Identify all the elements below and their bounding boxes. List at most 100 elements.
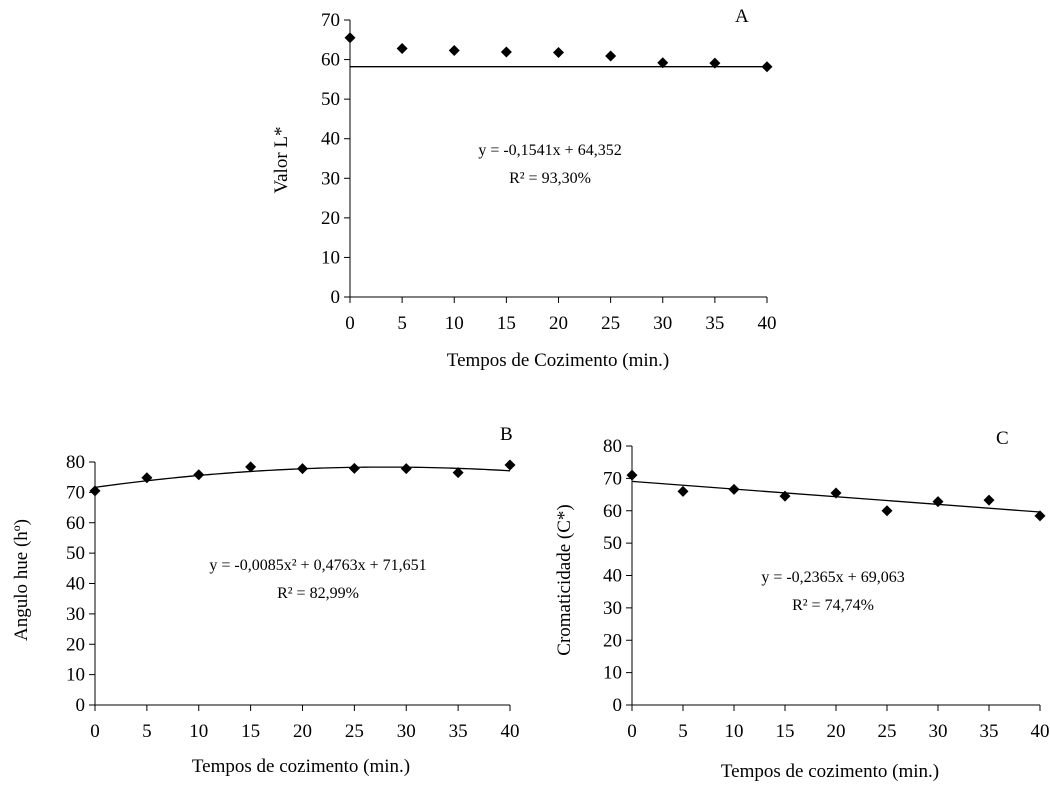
data-point [626,469,638,481]
data-points [89,459,516,497]
x-tick-labels: 0 5 10 15 20 25 30 35 40 [345,313,776,334]
regression-equation: y = -0,2365x + 69,063 [761,569,904,586]
y-tick-labels: 0 10 20 30 40 50 60 70 80 [66,452,85,716]
tick-marks [626,445,1041,711]
x-tick-label: 0 [627,721,637,742]
y-tick-label: 50 [603,533,622,554]
y-tick-label: 10 [603,663,622,684]
x-axis-title: Tempos de cozimento (min.) [192,756,410,777]
y-tick-label: 30 [321,168,340,189]
y-tick-label: 30 [603,598,622,619]
x-tick-label: 5 [397,313,407,334]
data-point [830,487,842,499]
y-tick-label: 50 [66,543,85,564]
y-tick-label: 30 [66,604,85,625]
y-tick-label: 40 [321,129,340,150]
x-tick-label: 40 [1031,721,1050,742]
x-tick-label: 25 [878,721,897,742]
x-tick-label: 20 [827,721,846,742]
data-point [448,44,460,56]
x-tick-label: 15 [497,313,516,334]
data-point [297,463,308,475]
r-squared-label: R² = 74,74% [792,597,874,614]
chart-panel-a: A 0 5 10 15 20 25 30 35 40 0 10 20 30 40 50 60 70 Tempo… [271,6,777,371]
y-tick-label: 60 [321,50,340,71]
x-tick-label: 0 [345,313,355,334]
data-point [193,469,205,481]
y-tick-label: 20 [603,630,622,651]
y-axis-title: Valor L* [271,126,292,193]
x-tick-label: 35 [449,721,468,742]
y-tick-label: 70 [603,468,622,489]
regression-equation: y = -0,1541x + 64,352 [478,142,621,159]
panel-label-c: C [996,428,1009,449]
x-tick-label: 5 [678,721,688,742]
y-tick-label: 10 [66,665,85,686]
data-point [677,485,689,497]
chart-panel-c: C 0 5 10 15 20 25 30 35 40 0 10 20 30 40 50 60 70 80 Tem… [554,428,1050,782]
x-tick-label: 20 [549,313,568,334]
x-tick-label: 10 [725,721,744,742]
data-point [500,46,512,58]
data-point [504,459,516,471]
x-tick-label: 35 [705,313,724,334]
regression-equation: y = -0,0085x² + 0,4763x + 71,651 [209,557,426,574]
x-tick-labels: 0 5 10 15 20 25 30 35 40 [90,721,519,742]
y-tick-label: 40 [66,574,85,595]
data-point [779,490,791,502]
y-tick-label: 60 [66,513,85,534]
data-point [605,50,617,62]
y-axis-title: Cromaticidade (C*) [554,504,575,655]
x-tick-label: 25 [345,721,364,742]
y-tick-label: 80 [66,452,85,473]
data-point [761,61,773,73]
data-point [400,463,412,475]
data-point [1034,510,1046,522]
data-point [348,462,360,474]
data-points [626,469,1046,522]
x-tick-label: 10 [445,313,464,334]
x-tick-label: 30 [653,313,672,334]
data-point [452,467,464,479]
tick-marks [344,19,768,303]
data-point [728,483,740,495]
x-axis-title: Tempos de Cozimento (min.) [447,350,669,371]
data-point [141,472,153,484]
x-tick-label: 5 [142,721,152,742]
data-point [553,46,564,58]
data-point [932,496,944,508]
panel-label-b: B [500,424,513,445]
y-tick-label: 10 [321,247,340,268]
y-tick-label: 0 [76,695,86,716]
data-point [245,461,257,473]
y-tick-label: 70 [66,482,85,503]
x-tick-label: 20 [293,721,312,742]
y-tick-labels: 0 10 20 30 40 50 60 70 [321,10,340,308]
chart-panel-b: B 0 5 10 15 20 25 30 35 40 0 10 20 30 40 50 60 70 80 Tem… [11,424,520,777]
x-tick-label: 25 [601,313,620,334]
data-point [344,32,356,44]
x-tick-label: 15 [241,721,260,742]
y-tick-label: 60 [603,501,622,522]
data-point [657,57,669,69]
x-tick-label: 30 [929,721,948,742]
x-tick-label: 0 [90,721,100,742]
tick-marks [89,461,511,711]
y-tick-label: 50 [321,89,340,110]
y-axis-title: Angulo hue (hº) [11,519,32,641]
r-squared-label: R² = 82,99% [277,585,359,602]
data-point [396,42,408,54]
data-points [344,32,773,73]
y-tick-label: 20 [66,634,85,655]
x-tick-label: 40 [501,721,520,742]
x-tick-labels: 0 5 10 15 20 25 30 35 40 [627,721,1049,742]
x-tick-label: 15 [776,721,795,742]
data-point [983,494,995,506]
x-axis-title: Tempos de cozimento (min.) [721,761,939,782]
x-tick-label: 10 [189,721,208,742]
r-squared-label: R² = 93,30% [509,170,591,187]
data-point [89,485,101,497]
y-tick-labels: 0 10 20 30 40 50 60 70 80 [603,436,622,716]
data-point [709,57,721,69]
